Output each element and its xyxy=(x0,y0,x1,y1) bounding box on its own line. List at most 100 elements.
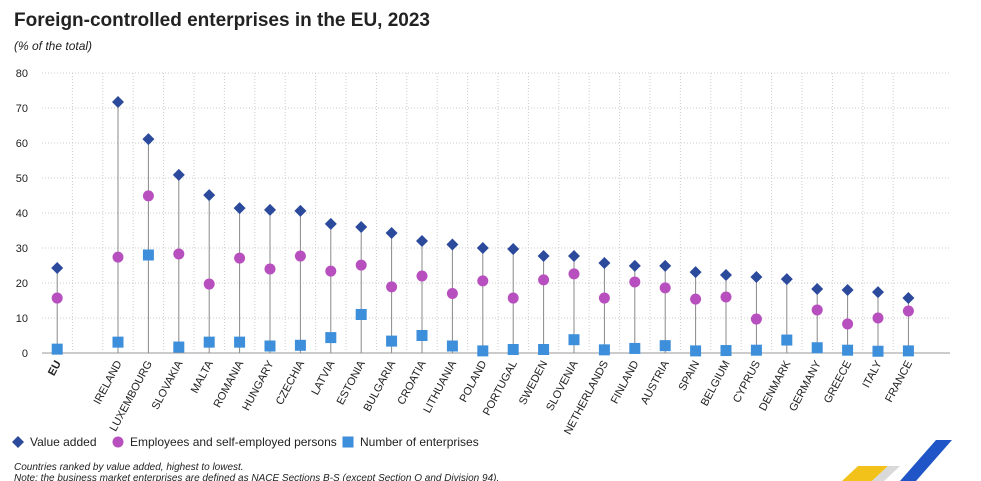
diamond-marker xyxy=(203,189,216,202)
diamond-marker xyxy=(416,235,428,247)
circle-marker xyxy=(173,248,185,260)
legend-label: Value added xyxy=(30,435,97,449)
y-tick-label: 0 xyxy=(22,348,28,360)
y-tick-label: 10 xyxy=(16,313,28,325)
x-tick-label: IRELAND xyxy=(92,359,125,407)
diamond-marker xyxy=(385,226,398,239)
square-marker xyxy=(234,336,246,348)
circle-marker xyxy=(446,288,458,299)
chart-subtitle: (% of the total) xyxy=(14,39,92,53)
circle-marker xyxy=(720,291,732,303)
diamond-marker xyxy=(780,273,793,286)
diamond-marker xyxy=(172,168,185,181)
circle-marker xyxy=(142,190,154,202)
y-tick-label: 60 xyxy=(16,138,28,150)
square-marker xyxy=(416,330,428,341)
x-tick-label: HUNGARY xyxy=(240,358,277,413)
x-tick-label: FRANCE xyxy=(883,359,915,405)
circle-marker xyxy=(203,278,215,290)
diamond-marker xyxy=(294,204,307,217)
y-tick-label: 30 xyxy=(16,243,28,255)
diamond-marker xyxy=(568,250,580,263)
square-marker xyxy=(720,345,732,357)
square-marker xyxy=(872,345,884,357)
diamond-marker xyxy=(355,221,368,233)
diamond-marker xyxy=(112,96,124,109)
logo xyxy=(842,440,952,481)
diamond-marker xyxy=(902,292,915,305)
diamond-marker xyxy=(659,259,672,272)
x-tick-label: GREECE xyxy=(822,359,854,406)
x-tick-label: MALTA xyxy=(189,358,216,395)
diamond-marker xyxy=(537,250,550,263)
y-tick-label: 20 xyxy=(16,278,28,290)
circle-marker xyxy=(477,275,489,287)
diamond-marker xyxy=(507,243,520,256)
square-marker xyxy=(629,342,641,354)
square-marker xyxy=(598,344,610,356)
y-tick-label: 70 xyxy=(16,103,28,115)
circle-marker xyxy=(264,263,276,275)
diamond-marker xyxy=(811,282,824,295)
diamond-marker xyxy=(872,286,884,299)
x-tick-label: POLAND xyxy=(458,359,490,405)
circle-marker xyxy=(659,282,671,294)
square-marker xyxy=(568,334,580,346)
square-marker xyxy=(264,340,276,352)
x-tick-label: BULGARIA xyxy=(362,358,399,413)
square-marker xyxy=(690,345,702,357)
x-tick-label: LATVIA xyxy=(309,358,337,397)
square-marker xyxy=(203,336,215,348)
note: Countries ranked by value added, highest… xyxy=(14,462,244,473)
x-tick-label: ROMANIA xyxy=(212,358,247,410)
circle-marker xyxy=(507,292,519,304)
circle-marker xyxy=(750,313,762,325)
circle-marker xyxy=(51,292,63,304)
square-marker xyxy=(538,344,550,355)
circle-marker xyxy=(872,312,884,324)
diamond-marker xyxy=(841,284,854,296)
legend-marker xyxy=(342,436,354,448)
x-tick-label: SPAIN xyxy=(677,359,703,393)
x-tick-label: EU xyxy=(46,359,64,378)
x-tick-label: SLOVAKIA xyxy=(150,358,186,412)
diamond-marker xyxy=(233,202,246,215)
circle-marker xyxy=(629,276,641,288)
chart-title: Foreign-controlled enterprises in the EU… xyxy=(14,10,430,31)
circle-marker xyxy=(416,270,428,282)
x-tick-label: CZECHIA xyxy=(274,358,308,407)
diamond-marker xyxy=(264,203,276,216)
square-marker xyxy=(842,344,854,356)
legend-marker xyxy=(112,436,124,448)
square-marker xyxy=(902,345,914,357)
y-tick-label: 50 xyxy=(16,173,28,185)
y-tick-label: 80 xyxy=(16,68,28,80)
square-marker xyxy=(142,249,154,261)
circle-marker xyxy=(690,293,702,305)
diamond-marker xyxy=(476,242,489,254)
circle-marker xyxy=(386,281,398,293)
square-marker xyxy=(355,309,367,320)
square-marker xyxy=(477,345,489,357)
circle-marker xyxy=(325,265,337,277)
square-marker xyxy=(781,334,793,346)
circle-marker xyxy=(294,250,306,262)
circle-marker xyxy=(112,251,124,263)
square-marker xyxy=(294,339,306,351)
circle-marker xyxy=(811,304,823,316)
x-tick-label: AUSTRIA xyxy=(639,358,672,406)
diamond-marker xyxy=(689,266,702,279)
diamond-marker xyxy=(750,271,763,284)
x-tick-label: ITALY xyxy=(860,358,884,390)
square-marker xyxy=(507,344,519,355)
circle-marker xyxy=(598,292,610,304)
legend-label: Employees and self-employed persons xyxy=(130,435,337,449)
square-marker xyxy=(112,336,124,348)
square-marker xyxy=(386,335,398,347)
diamond-marker xyxy=(720,268,732,281)
square-marker xyxy=(659,340,671,352)
x-tick-label: SWEDEN xyxy=(517,359,550,407)
square-marker xyxy=(173,341,185,353)
y-tick-label: 40 xyxy=(16,208,28,220)
